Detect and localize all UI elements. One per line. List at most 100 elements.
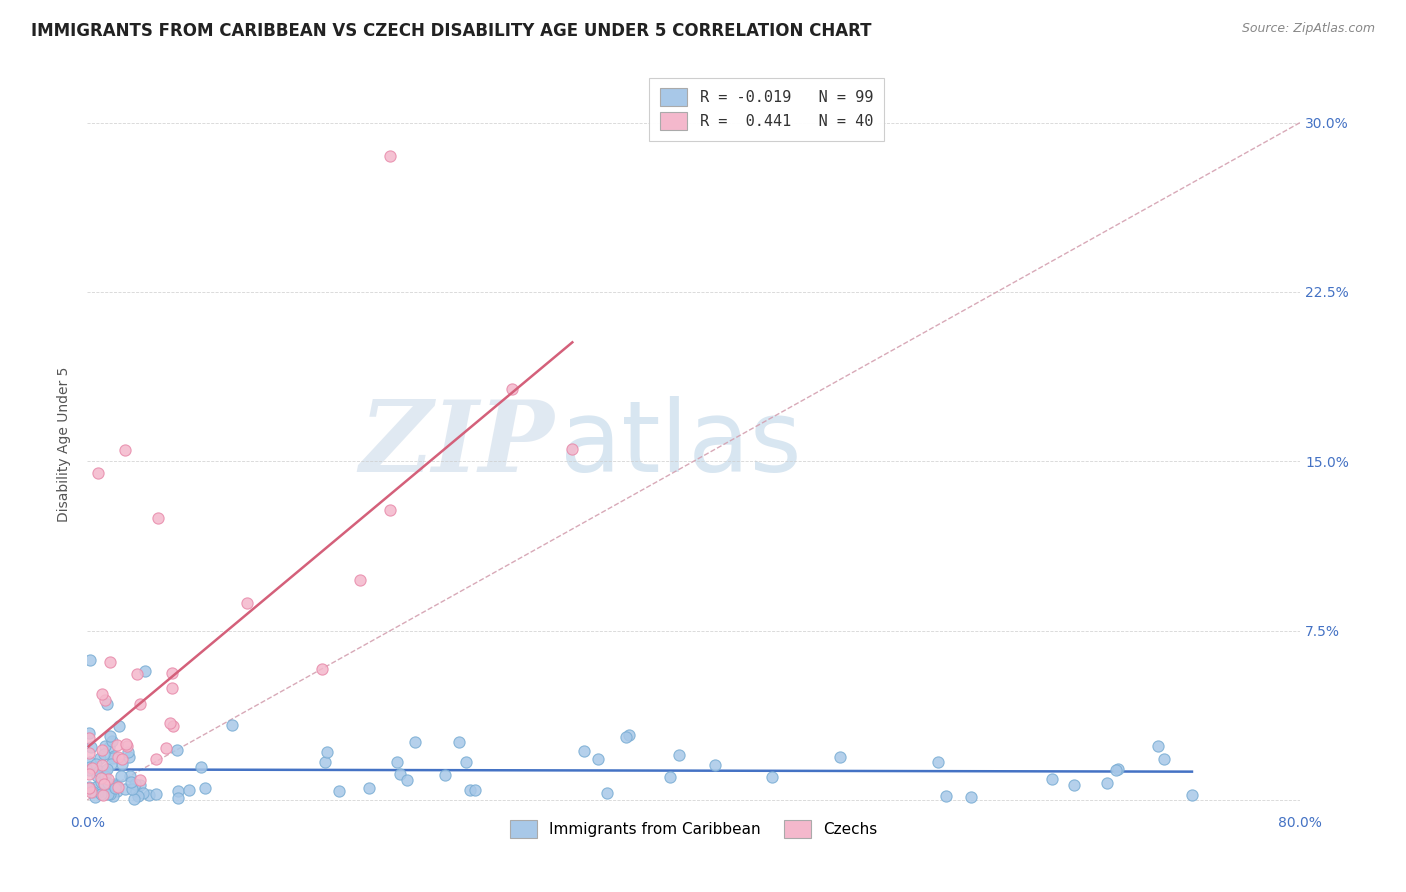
Point	[77, 731, 100, 745]
Point	[162, 666, 184, 681]
Point	[596, 786, 619, 800]
Point	[97, 775, 120, 789]
Point	[927, 756, 949, 770]
Point	[1181, 789, 1204, 803]
Point	[80, 739, 103, 754]
Point	[148, 510, 170, 524]
Point	[167, 791, 190, 805]
Point	[121, 782, 143, 797]
Point	[91, 788, 114, 802]
Point	[100, 733, 122, 747]
Point	[79, 760, 101, 774]
Point	[129, 772, 152, 787]
Point	[89, 764, 111, 778]
Point	[93, 692, 115, 706]
Point	[90, 775, 112, 789]
Point	[134, 664, 156, 678]
Point	[104, 780, 127, 795]
Point	[94, 764, 117, 779]
Point	[90, 771, 112, 785]
Point	[103, 750, 125, 764]
Point	[167, 783, 190, 797]
Point	[117, 745, 139, 759]
Point	[328, 783, 350, 797]
Point	[1063, 778, 1085, 792]
Point	[159, 715, 181, 730]
Point	[434, 767, 457, 781]
Point	[86, 769, 108, 783]
Point	[110, 769, 132, 783]
Point	[98, 783, 121, 797]
Point	[93, 747, 115, 761]
Point	[98, 740, 121, 755]
Point	[935, 789, 957, 803]
Point	[84, 780, 107, 794]
Text: IMMIGRANTS FROM CARIBBEAN VS CZECH DISABILITY AGE UNDER 5 CORRELATION CHART: IMMIGRANTS FROM CARIBBEAN VS CZECH DISAB…	[31, 22, 872, 40]
Point	[111, 752, 134, 766]
Point	[104, 779, 127, 793]
Point	[145, 787, 167, 801]
Point	[221, 718, 243, 732]
Point	[97, 772, 120, 786]
Point	[704, 757, 727, 772]
Point	[91, 743, 114, 757]
Point	[80, 761, 103, 775]
Point	[96, 697, 118, 711]
Point	[586, 752, 609, 766]
Point	[236, 597, 259, 611]
Point	[316, 745, 339, 759]
Point	[101, 789, 124, 803]
Point	[84, 757, 107, 772]
Point	[1095, 776, 1118, 790]
Point	[120, 774, 142, 789]
Point	[83, 790, 105, 805]
Point	[380, 149, 402, 163]
Point	[385, 755, 408, 769]
Text: Source: ZipAtlas.com: Source: ZipAtlas.com	[1241, 22, 1375, 36]
Point	[160, 681, 183, 695]
Point	[194, 781, 217, 796]
Point	[127, 667, 149, 681]
Point	[90, 788, 112, 802]
Point	[79, 767, 101, 781]
Point	[93, 769, 115, 783]
Point	[314, 755, 336, 769]
Point	[125, 784, 148, 798]
Point	[357, 780, 380, 795]
Point	[79, 781, 101, 796]
Point	[458, 782, 481, 797]
Point	[120, 769, 142, 783]
Point	[162, 719, 184, 733]
Point	[572, 744, 595, 758]
Point	[93, 777, 115, 791]
Point	[94, 739, 117, 753]
Point	[1105, 764, 1128, 778]
Point	[97, 787, 120, 801]
Point	[77, 726, 100, 740]
Point	[91, 757, 114, 772]
Point	[114, 442, 136, 457]
Point	[79, 755, 101, 769]
Text: atlas: atlas	[560, 396, 801, 492]
Point	[389, 766, 412, 780]
Point	[115, 739, 138, 753]
Point	[501, 382, 523, 396]
Point	[87, 466, 110, 480]
Point	[114, 781, 136, 796]
Point	[91, 687, 114, 701]
Point	[145, 752, 167, 766]
Point	[115, 738, 138, 752]
Point	[107, 780, 129, 794]
Point	[80, 785, 103, 799]
Legend: Immigrants from Caribbean, Czechs: Immigrants from Caribbean, Czechs	[503, 814, 884, 844]
Point	[561, 442, 583, 457]
Point	[87, 785, 110, 799]
Point	[127, 789, 149, 804]
Point	[96, 762, 118, 776]
Point	[619, 728, 641, 742]
Point	[404, 735, 426, 749]
Point	[131, 786, 153, 800]
Point	[659, 770, 682, 784]
Point	[108, 718, 131, 732]
Point	[100, 729, 122, 743]
